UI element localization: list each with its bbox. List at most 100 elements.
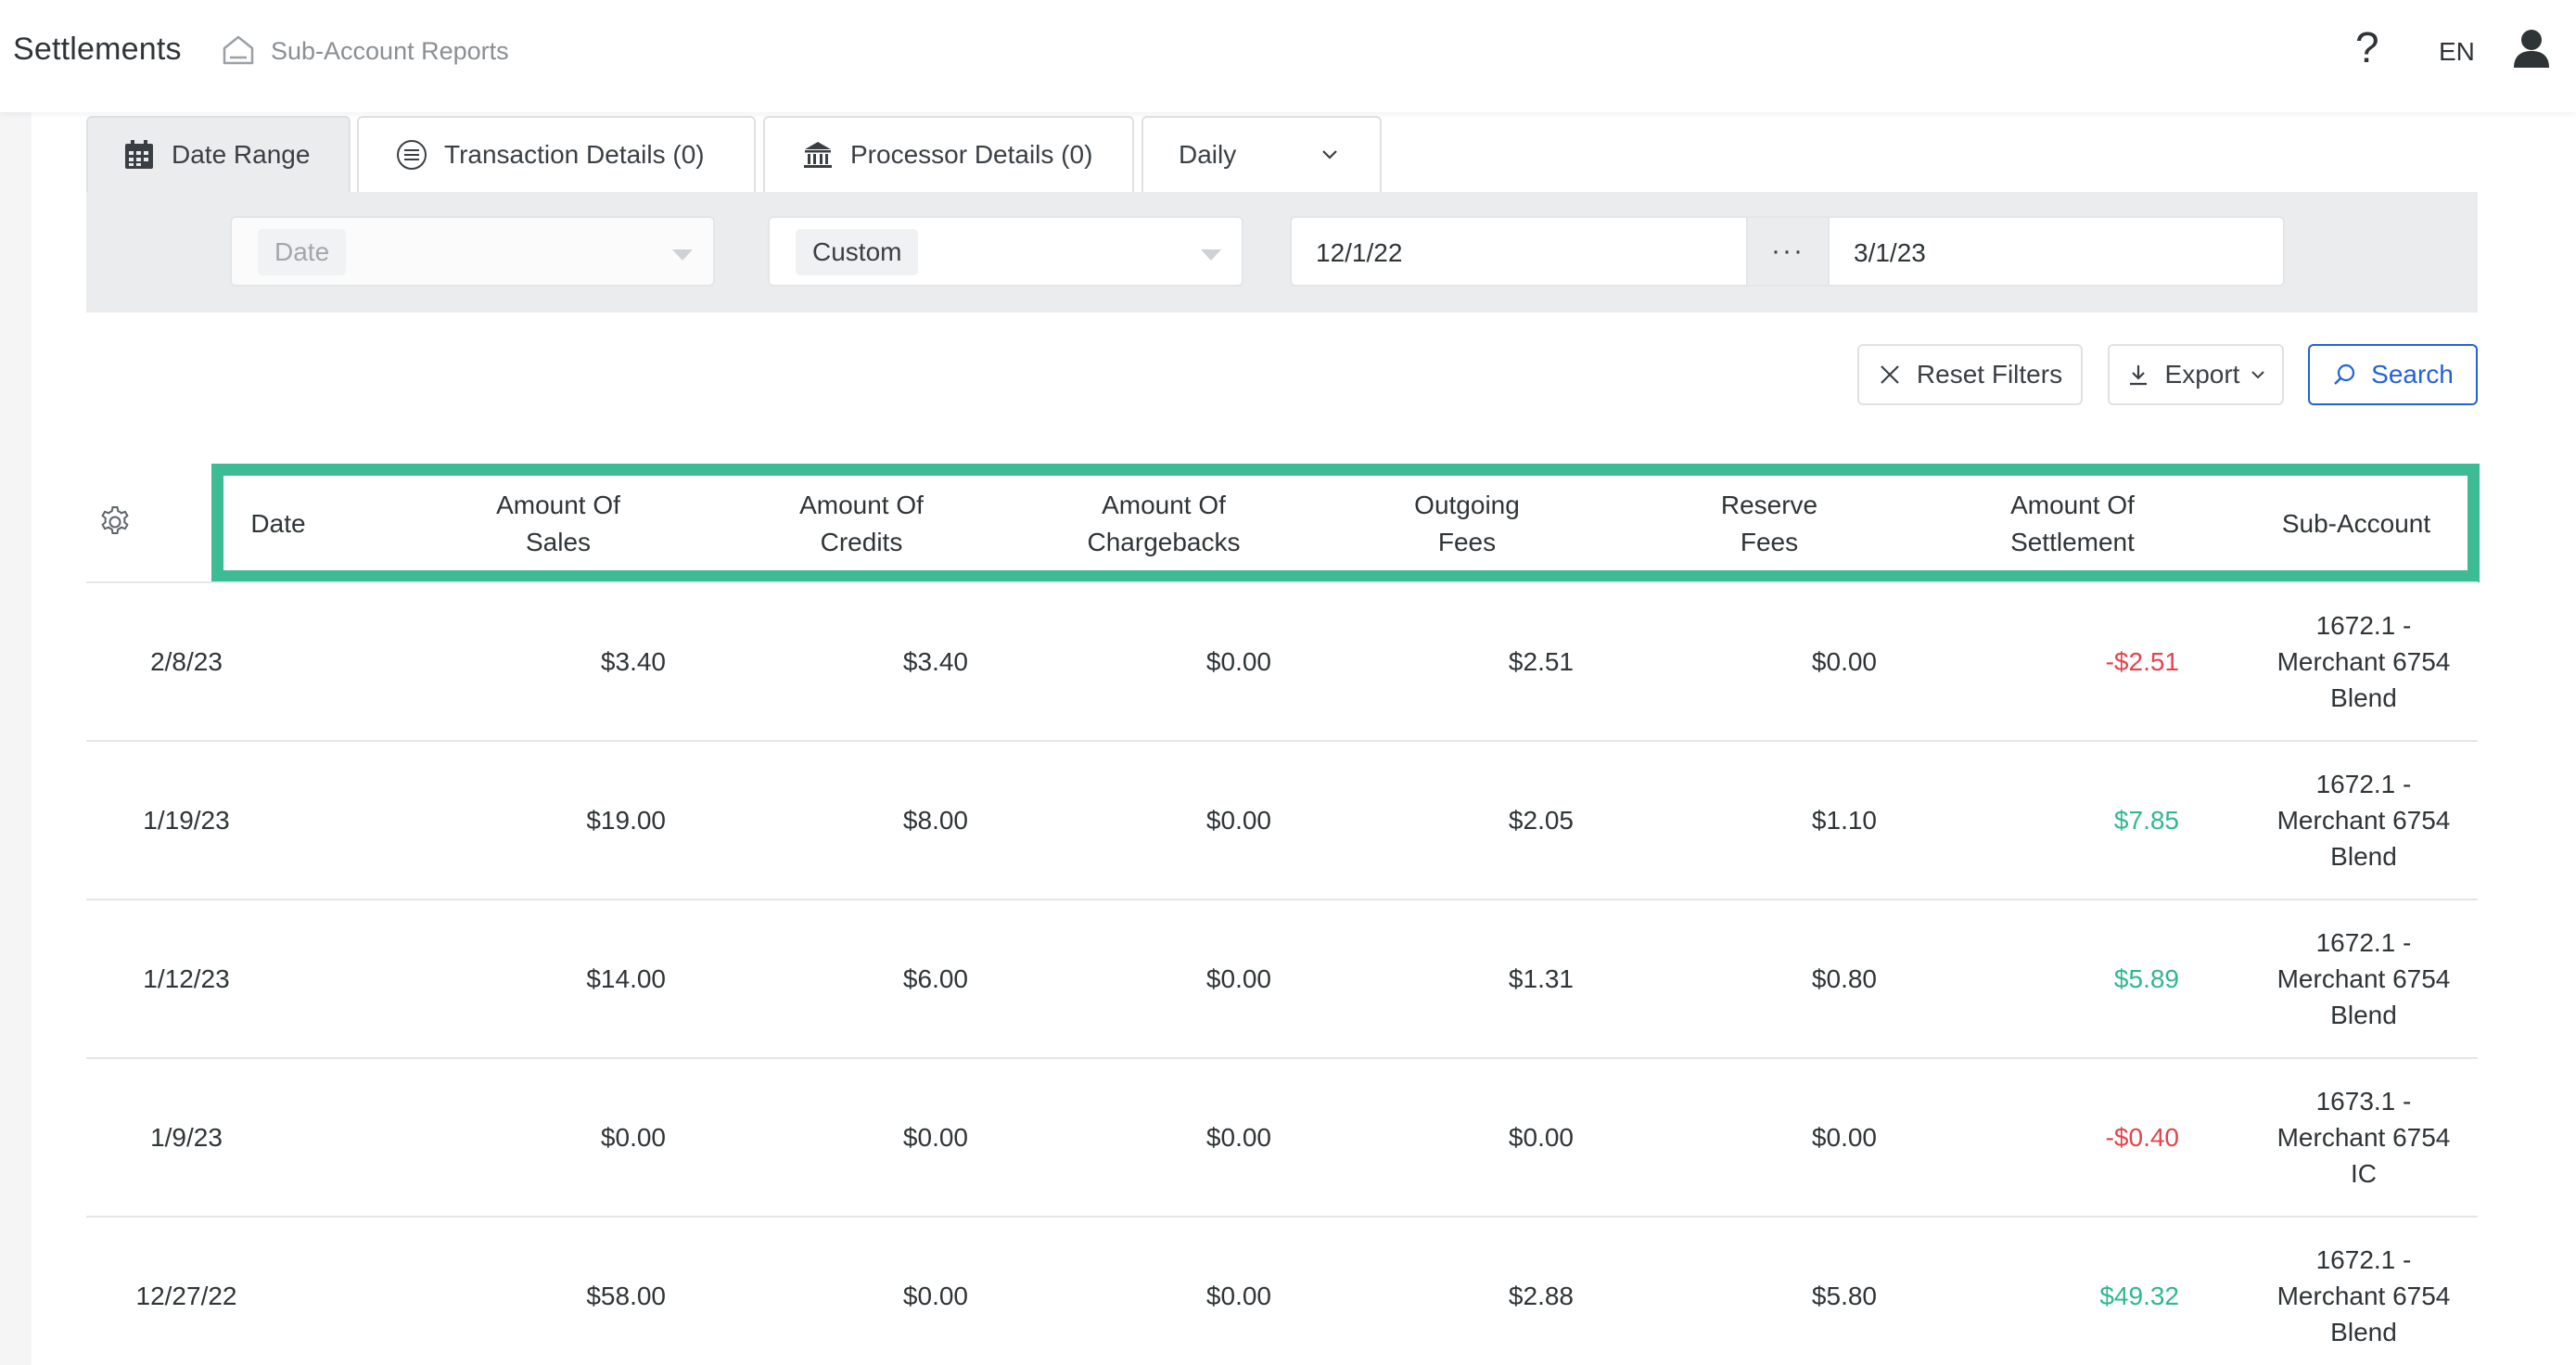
report-card [32,112,2576,1365]
sub-account-line: 1673.1 - [2315,1087,2412,1116]
sub-account-line: 1672.1 - [2315,1245,2412,1274]
chargebacks-cell: $0.00 [1205,805,1271,835]
date-cell: 1/12/23 [143,963,230,993]
header-divider [86,581,2478,583]
home-icon[interactable] [221,33,256,67]
table-row[interactable]: 12/27/22 $58.00 $0.00 $0.00 $2.88 $5.80 $49.32… [86,1218,2478,1365]
period-dropdown[interactable]: Daily [1141,116,1382,192]
table-row[interactable]: 1/9/23 $0.00 $0.00 $0.00 $0.00 $0.00 -$0.40 167… [86,1059,2478,1218]
sub-account-cell: 1672.1 - Merchant 6754 Blend [2249,583,2479,740]
column-header-date[interactable]: Date [167,505,389,542]
top-header: Settlements Sub-Account Reports ? EN [0,0,2576,112]
settlement-cell: $49.32 [2099,1281,2179,1310]
credits-cell: $0.00 [902,1122,968,1152]
bank-icon [804,142,832,168]
column-header-line: Sub-Account [2281,509,2431,538]
outgoing-fees-cell: $2.05 [1508,805,1574,835]
reset-filters-button[interactable]: Reset Filters [1857,344,2083,405]
search-icon [2334,364,2355,385]
start-date-value: 12/1/22 [1316,238,1403,267]
close-icon [1881,365,1899,384]
credits-cell: $8.00 [902,805,968,835]
row-divider [86,740,2478,742]
column-header-line: Outgoing [1414,491,1520,519]
date-cell: 1/19/23 [143,805,230,835]
sub-account-line: Merchant 6754 [2276,1123,2451,1152]
column-header-sub-account[interactable]: Sub-Account [2245,505,2468,542]
caret-down-icon [672,249,693,261]
sub-account-line: Blend [2330,842,2397,871]
help-icon[interactable]: ? [2355,23,2379,71]
reset-filters-label: Reset Filters [1916,360,2063,389]
search-label: Search [2371,360,2454,389]
settlement-cell: $5.89 [2113,963,2179,993]
breadcrumb-sub-account-reports[interactable]: Sub-Account Reports [271,37,509,65]
date-range-separator: ··· [1746,216,1830,287]
outgoing-fees-cell: $0.00 [1508,1122,1574,1152]
table-row[interactable]: 1/19/23 $19.00 $8.00 $0.00 $2.05 $1.10 $7.85 16… [86,742,2478,900]
column-header-reserve-fees[interactable]: Reserve Fees [1658,487,1881,561]
sub-account-line: Blend [2330,1001,2397,1029]
date-cell: 1/9/23 [150,1122,223,1152]
column-header-line: Reserve [1720,491,1818,519]
tab-transaction-details[interactable]: Transaction Details (0) [357,116,756,192]
column-header-line: Fees [1740,528,1799,556]
column-header-amount-of-chargebacks[interactable]: Amount Of Chargebacks [1052,487,1275,561]
row-divider [86,1216,2478,1218]
sub-account-line: Blend [2330,683,2397,712]
column-header-amount-of-credits[interactable]: Amount Of Credits [750,487,973,561]
row-divider [86,899,2478,900]
page-title: Settlements [13,32,182,67]
row-divider [86,1057,2478,1059]
tab-transaction-details-label: Transaction Details (0) [444,140,705,169]
table-row[interactable]: 1/12/23 $14.00 $6.00 $0.00 $1.31 $0.80 $5.89 16… [86,900,2478,1059]
start-date-input[interactable]: 12/1/22 [1290,216,1748,287]
reserve-fees-cell: $0.00 [1811,646,1877,676]
range-type-select[interactable]: Custom [768,216,1243,287]
tab-date-range-label: Date Range [172,140,311,169]
column-header-outgoing-fees[interactable]: Outgoing Fees [1356,487,1578,561]
column-header-line: Fees [1437,528,1497,556]
outgoing-fees-cell: $2.88 [1508,1281,1574,1310]
column-header-line: Date [250,509,306,538]
column-header-line: Amount Of [496,491,620,519]
end-date-input[interactable]: 3/1/23 [1828,216,2285,287]
sub-account-cell: 1673.1 - Merchant 6754 IC [2249,1059,2479,1216]
settlement-cell: -$2.51 [2105,646,2179,676]
sub-account-line: 1672.1 - [2315,770,2412,798]
tab-date-range[interactable]: Date Range [86,116,351,192]
column-header-line: Chargebacks [1087,528,1241,556]
tab-processor-details[interactable]: Processor Details (0) [763,116,1134,192]
column-header-line: Credits [820,528,903,556]
calendar-icon [125,140,153,169]
column-header-amount-of-settlement[interactable]: Amount Of Settlement [1961,487,2184,561]
chevron-down-icon [1322,150,1337,159]
reserve-fees-cell: $0.80 [1811,963,1877,993]
credits-cell: $0.00 [902,1281,968,1310]
chargebacks-cell: $0.00 [1205,1122,1271,1152]
column-header-line: Settlement [2010,528,2135,556]
credits-cell: $3.40 [902,646,968,676]
table-header-highlight [211,464,2480,582]
date-field-select[interactable]: Date [230,216,715,287]
sales-cell: $58.00 [586,1281,666,1310]
search-button[interactable]: Search [2308,344,2478,405]
credits-cell: $6.00 [902,963,968,993]
reserve-fees-cell: $5.80 [1811,1281,1877,1310]
sub-account-line: IC [2350,1159,2377,1188]
sub-account-line: 1672.1 - [2315,928,2412,957]
settlement-cell: $7.85 [2113,805,2179,835]
column-header-amount-of-sales[interactable]: Amount Of Sales [447,487,670,561]
list-circle-icon [397,140,427,170]
caret-down-icon [1201,249,1221,261]
column-header-line: Amount Of [1102,491,1226,519]
table-row[interactable]: 2/8/23 $3.40 $3.40 $0.00 $2.51 $0.00 -$2.51 167… [86,583,2478,742]
gear-icon[interactable] [97,504,133,540]
chargebacks-cell: $0.00 [1205,963,1271,993]
user-avatar-icon[interactable] [2513,28,2550,69]
chevron-down-icon [2251,371,2265,379]
language-selector[interactable]: EN [2439,37,2475,66]
range-type-chip: Custom [796,229,919,275]
export-button[interactable]: Export [2108,344,2284,405]
sales-cell: $14.00 [586,963,666,993]
